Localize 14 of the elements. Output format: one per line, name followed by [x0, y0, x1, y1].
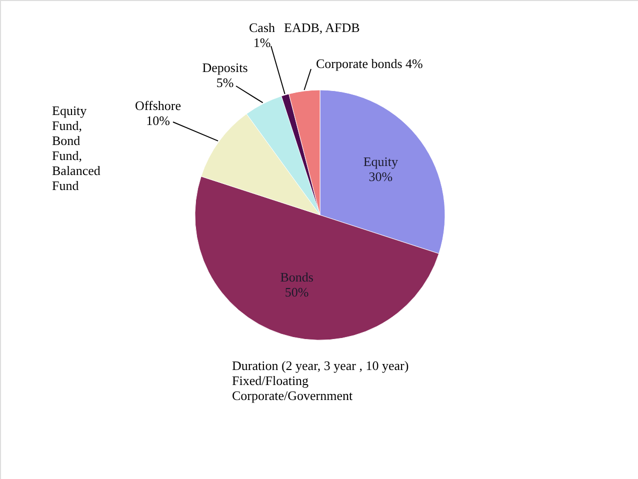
- text: EADB, AFDB: [284, 20, 360, 35]
- text: Equity Fund, Bond Fund, Balanced Fund: [52, 103, 101, 193]
- data-label: 50%: [284, 284, 309, 300]
- slice-label: Deposits: [202, 60, 248, 75]
- slice-label: Cash: [249, 20, 276, 35]
- data-label: 1%: [253, 35, 271, 50]
- data-label: 30%: [368, 168, 393, 184]
- slice-label: Offshore: [135, 98, 182, 113]
- data-label: 5%: [216, 75, 234, 90]
- slice-label: Corporate bonds 4%: [316, 56, 424, 71]
- data-label: 10%: [146, 113, 170, 128]
- text: Duration (2 year, 3 year , 10 year) Fixed/Floating Corporate/Government: [232, 358, 409, 403]
- slice-label: Equity: [363, 154, 399, 169]
- slice-label: Bonds: [280, 269, 314, 284]
